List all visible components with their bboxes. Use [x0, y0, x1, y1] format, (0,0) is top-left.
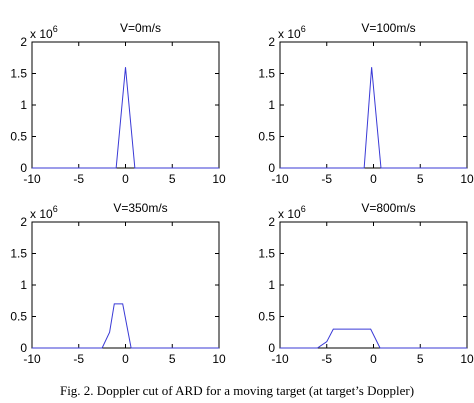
y-tick-label: 0.5 — [10, 130, 27, 144]
y-offset-exponent: 6 — [301, 24, 306, 34]
x-tick-label: 0 — [370, 172, 377, 186]
y-offset-label: x 106 — [278, 24, 306, 41]
y-offset-base: x 10 — [30, 27, 53, 41]
y-tick-label: 1.5 — [10, 247, 27, 261]
y-tick-label: 0 — [20, 341, 27, 355]
y-offset-base: x 10 — [278, 27, 301, 41]
panel-title: V=350m/s — [113, 201, 167, 215]
x-tick-label: -10 — [23, 172, 41, 186]
x-tick-label: 5 — [417, 352, 424, 366]
x-tick-label: 0 — [122, 352, 129, 366]
y-tick-label: 2 — [20, 35, 27, 49]
x-tick-label: -5 — [73, 172, 84, 186]
y-tick-label: 0.5 — [258, 130, 275, 144]
y-tick-label: 2 — [268, 215, 275, 229]
y-tick-label: 0.5 — [10, 310, 27, 324]
x-tick-label: -10 — [271, 172, 289, 186]
x-tick-label: 10 — [212, 172, 226, 186]
y-offset-label: x 106 — [278, 204, 306, 221]
panel-title: V=0m/s — [120, 21, 161, 35]
y-offset-exponent: 6 — [53, 24, 58, 34]
series-line — [280, 67, 467, 169]
series-line — [32, 67, 219, 169]
y-tick-label: 1.5 — [10, 67, 27, 81]
y-tick-label: 1.5 — [258, 247, 275, 261]
y-tick-label: 0 — [268, 161, 275, 175]
caption: Fig. 2. Doppler cut of ARD for a moving … — [60, 383, 414, 398]
x-tick-label: 10 — [460, 172, 474, 186]
x-tick-label: -10 — [23, 352, 41, 366]
y-offset-label: x 106 — [30, 204, 58, 221]
y-tick-label: 1 — [268, 278, 275, 292]
y-offset-label: x 106 — [30, 24, 58, 41]
y-offset-exponent: 6 — [301, 204, 306, 214]
y-tick-label: 1 — [20, 278, 27, 292]
x-tick-label: 10 — [212, 352, 226, 366]
y-offset-base: x 10 — [30, 207, 53, 221]
x-tick-label: 10 — [460, 352, 474, 366]
x-tick-label: 5 — [169, 352, 176, 366]
panel-title: V=100m/s — [361, 21, 415, 35]
y-offset-exponent: 6 — [53, 204, 58, 214]
y-tick-label: 1 — [268, 98, 275, 112]
x-tick-label: 5 — [417, 172, 424, 186]
panel-title: V=800m/s — [361, 201, 415, 215]
y-tick-label: 2 — [268, 35, 275, 49]
x-tick-label: -10 — [271, 352, 289, 366]
x-tick-label: -5 — [321, 172, 332, 186]
y-tick-label: 1.5 — [258, 67, 275, 81]
y-tick-label: 1 — [20, 98, 27, 112]
x-tick-label: 0 — [122, 172, 129, 186]
series-line — [280, 328, 467, 349]
y-tick-label: 0 — [268, 341, 275, 355]
series-line — [32, 303, 219, 349]
y-tick-label: 0.5 — [258, 310, 275, 324]
x-tick-label: 0 — [370, 352, 377, 366]
x-tick-label: 5 — [169, 172, 176, 186]
x-tick-label: -5 — [321, 352, 332, 366]
x-tick-label: -5 — [73, 352, 84, 366]
y-tick-label: 2 — [20, 215, 27, 229]
y-tick-label: 0 — [20, 161, 27, 175]
y-offset-base: x 10 — [278, 207, 301, 221]
